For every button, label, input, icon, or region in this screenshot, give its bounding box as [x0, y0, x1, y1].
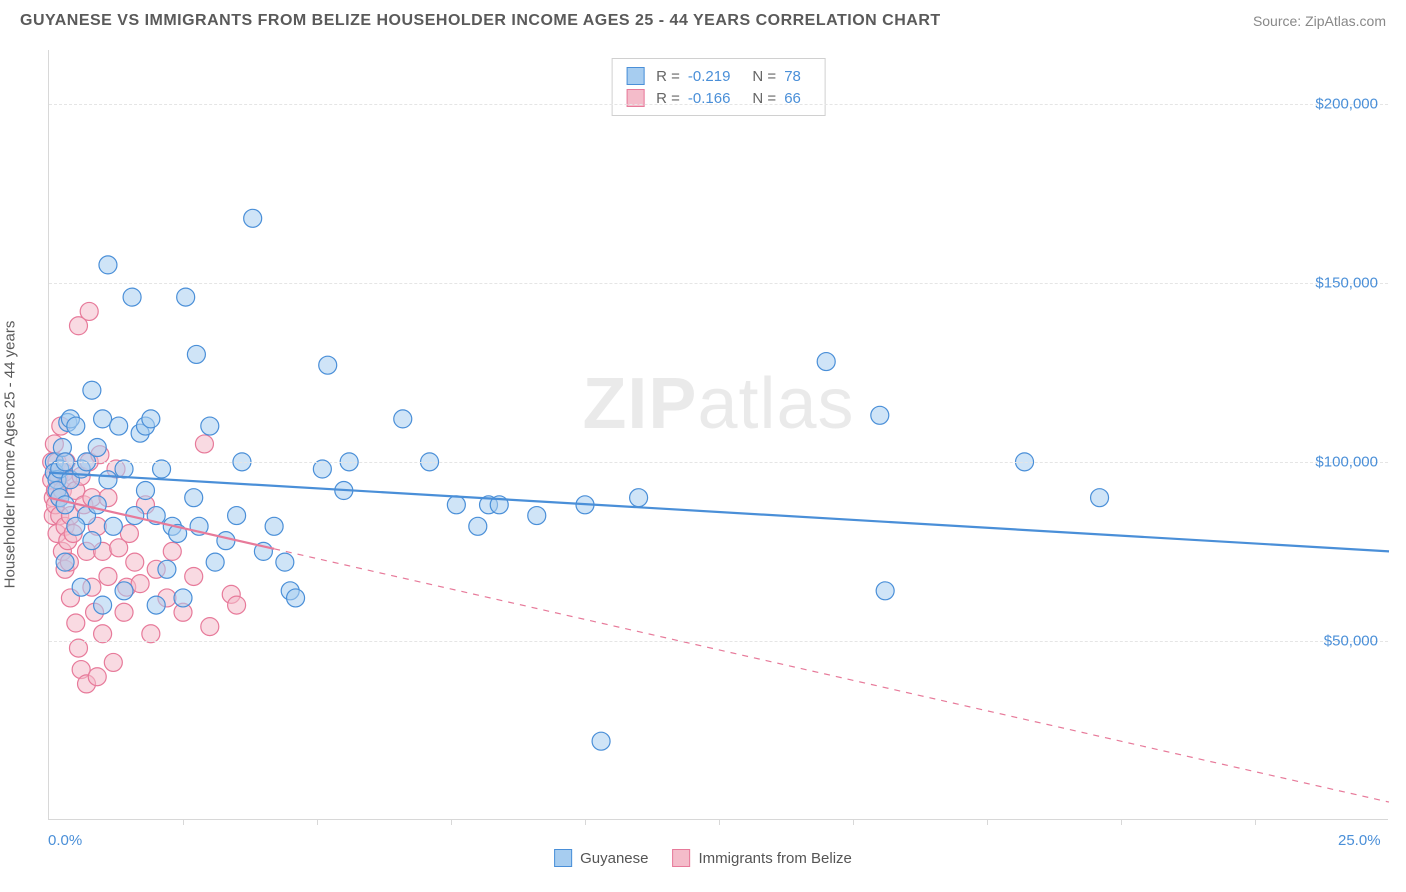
data-point — [630, 489, 648, 507]
data-point — [131, 575, 149, 593]
data-point — [72, 578, 90, 596]
data-point — [94, 596, 112, 614]
gridline — [49, 641, 1388, 642]
x-tick — [987, 819, 988, 825]
data-point — [528, 507, 546, 525]
legend-swatch — [673, 849, 691, 867]
correlation-legend: R = -0.219 N = 78 R =-0.166N =66 — [611, 58, 826, 116]
data-point — [88, 668, 106, 686]
data-point — [871, 406, 889, 424]
data-point — [99, 567, 117, 585]
data-point — [110, 417, 128, 435]
legend-item: Immigrants from Belize — [673, 849, 852, 867]
data-point — [56, 553, 74, 571]
x-tick — [317, 819, 318, 825]
chart-source: Source: ZipAtlas.com — [1253, 13, 1386, 29]
x-tick — [585, 819, 586, 825]
data-point — [83, 532, 101, 550]
data-point — [174, 589, 192, 607]
data-point — [104, 653, 122, 671]
y-axis-title: Householder Income Ages 25 - 44 years — [2, 321, 19, 589]
chart-title: GUYANESE VS IMMIGRANTS FROM BELIZE HOUSE… — [20, 12, 941, 30]
legend-stat-row: R = -0.219 N = 78 — [626, 65, 811, 87]
data-point — [876, 582, 894, 600]
data-point — [185, 567, 203, 585]
data-point — [126, 553, 144, 571]
data-point — [265, 517, 283, 535]
trend-line — [49, 473, 1389, 552]
data-point — [115, 603, 133, 621]
legend-n-value: 78 — [784, 68, 801, 85]
y-tick-label: $150,000 — [1315, 274, 1378, 291]
data-point — [67, 517, 85, 535]
data-point — [228, 596, 246, 614]
gridline — [49, 283, 1388, 284]
x-tick — [853, 819, 854, 825]
y-tick-label: $50,000 — [1324, 632, 1378, 649]
data-point — [201, 618, 219, 636]
data-point — [99, 256, 117, 274]
data-point — [56, 496, 74, 514]
scatter-plot — [49, 50, 1388, 819]
data-point — [83, 381, 101, 399]
data-point — [142, 410, 160, 428]
data-point — [201, 417, 219, 435]
data-point — [592, 732, 610, 750]
y-tick-label: $100,000 — [1315, 453, 1378, 470]
data-point — [123, 288, 141, 306]
data-point — [158, 560, 176, 578]
data-point — [1091, 489, 1109, 507]
x-tick — [719, 819, 720, 825]
chart-header: GUYANESE VS IMMIGRANTS FROM BELIZE HOUSE… — [0, 0, 1406, 38]
x-axis-max-label: 25.0% — [1338, 832, 1381, 849]
data-point — [206, 553, 224, 571]
legend-n-label: N = — [752, 68, 776, 85]
data-point — [276, 553, 294, 571]
gridline — [49, 462, 1388, 463]
data-point — [99, 471, 117, 489]
data-point — [147, 596, 165, 614]
series-legend: Guyanese Immigrants from Belize — [554, 828, 852, 888]
data-point — [136, 482, 154, 500]
data-point — [319, 356, 337, 374]
legend-swatch — [554, 849, 572, 867]
data-point — [469, 517, 487, 535]
data-point — [104, 517, 122, 535]
data-point — [88, 439, 106, 457]
x-axis-min-label: 0.0% — [48, 832, 82, 849]
gridline — [49, 104, 1388, 105]
plot-area: ZIPatlas R =-0.219N =78R =-0.166N =66 $5… — [48, 50, 1388, 820]
legend-r-value: -0.219 — [688, 68, 731, 85]
legend-stat-row: R =-0.166N =66 — [626, 87, 811, 109]
data-point — [187, 345, 205, 363]
data-point — [67, 614, 85, 632]
trend-line-dashed — [274, 549, 1389, 802]
y-tick-label: $200,000 — [1315, 95, 1378, 112]
legend-swatch — [626, 67, 644, 85]
legend-label: Guyanese — [580, 850, 648, 867]
legend-r-label: R = — [656, 68, 680, 85]
x-tick — [1121, 819, 1122, 825]
data-point — [447, 496, 465, 514]
data-point — [217, 532, 235, 550]
data-point — [94, 410, 112, 428]
data-point — [244, 209, 262, 227]
data-point — [394, 410, 412, 428]
data-point — [120, 524, 138, 542]
data-point — [115, 582, 133, 600]
data-point — [287, 589, 305, 607]
data-point — [80, 302, 98, 320]
data-point — [67, 417, 85, 435]
legend-label: Immigrants from Belize — [699, 850, 852, 867]
data-point — [228, 507, 246, 525]
x-tick — [183, 819, 184, 825]
x-tick — [1255, 819, 1256, 825]
legend-item: Guyanese — [554, 849, 648, 867]
data-point — [195, 435, 213, 453]
data-point — [817, 353, 835, 371]
data-point — [163, 542, 181, 560]
data-point — [185, 489, 203, 507]
data-point — [177, 288, 195, 306]
x-tick — [451, 819, 452, 825]
